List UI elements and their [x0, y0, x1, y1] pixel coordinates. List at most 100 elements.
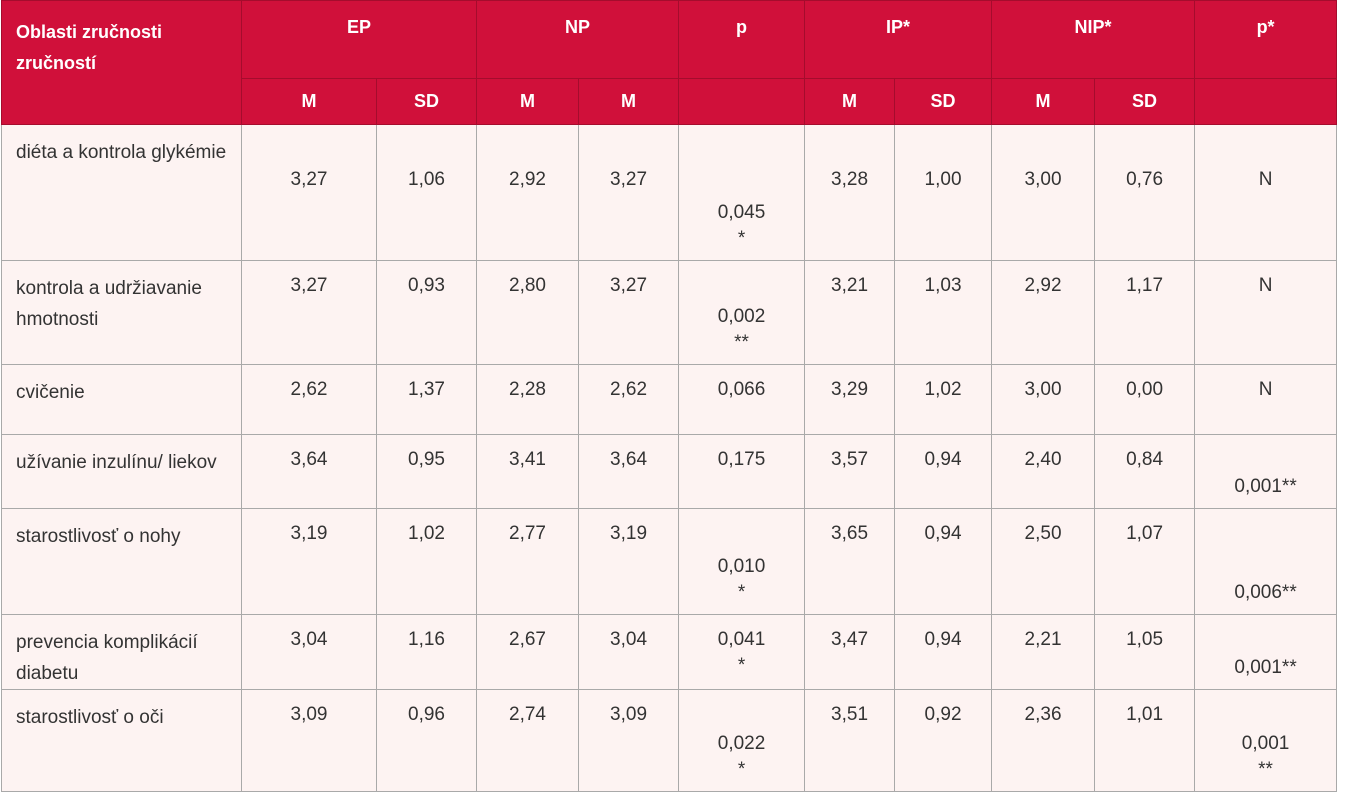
cell: 0,001**	[1194, 434, 1338, 509]
group-header: IP*	[804, 0, 993, 79]
cell: 0,92	[894, 689, 993, 792]
cell: 0,76	[1094, 124, 1196, 261]
cell: 1,06	[375, 124, 478, 261]
table-row: diéta a kontrola glykémie 3,27 1,06 2,92 3,2…	[1, 124, 1338, 261]
cell: 0,001 **	[1194, 689, 1338, 792]
cell: 2,92	[991, 260, 1096, 365]
cell-line: **	[1258, 759, 1273, 780]
group-header: NIP*	[991, 0, 1196, 79]
cell: 1,16	[375, 614, 478, 690]
cell: 0,94	[894, 434, 993, 509]
cell-line: 0,045	[717, 202, 766, 223]
cell: 3,64	[578, 434, 680, 509]
cell: 2,92	[476, 124, 580, 261]
cell: 1,07	[1094, 508, 1196, 615]
cell: 2,62	[578, 364, 680, 435]
cell-line: *	[737, 759, 746, 780]
cell: 3,27	[241, 124, 377, 261]
cell: 1,01	[1094, 689, 1196, 792]
cell: 3,29	[804, 364, 896, 435]
cell: 3,04	[241, 614, 377, 690]
table-row: prevencia komplikácií diabetu 3,04 1,16 2,6…	[1, 614, 1338, 690]
sub-header-empty	[1194, 78, 1338, 125]
table-row: užívanie inzulínu/ liekov 3,64 0,95 3,41 3,6…	[1, 434, 1338, 509]
row-label: diéta a kontrola glykémie	[1, 124, 242, 261]
cell: 3,27	[241, 260, 377, 365]
sub-header-empty	[678, 78, 806, 125]
table-row: cvičenie 2,62 1,37 2,28 2,62 0,066 3,29 1,02 3,0…	[1, 364, 1338, 435]
sub-header: SD	[1094, 78, 1196, 125]
row-label: cvičenie	[1, 364, 242, 435]
sub-header: M	[578, 78, 680, 125]
cell: 0,94	[894, 508, 993, 615]
cell: 1,03	[894, 260, 993, 365]
cell-line: 0,001	[1241, 733, 1290, 754]
cell: 3,19	[578, 508, 680, 615]
cell: 3,47	[804, 614, 896, 690]
cell: 3,57	[804, 434, 896, 509]
cell: 2,40	[991, 434, 1096, 509]
cell: 0,95	[375, 434, 478, 509]
cell: 2,62	[241, 364, 377, 435]
cell-line: *	[737, 582, 746, 603]
cell: 3,41	[476, 434, 580, 509]
cell-line: *	[737, 655, 746, 676]
cell-line: 0,022	[717, 733, 766, 754]
cell: 1,02	[894, 364, 993, 435]
table-row: kontrola a udržiavanie hmotnosti 3,27 0,93…	[1, 260, 1338, 365]
cell: 3,00	[991, 124, 1096, 261]
cell-line: **	[734, 332, 749, 353]
cell: 3,19	[241, 508, 377, 615]
cell: 3,51	[804, 689, 896, 792]
cell: N	[1194, 124, 1338, 261]
cell: 3,09	[578, 689, 680, 792]
cell: 2,77	[476, 508, 580, 615]
cell: 2,21	[991, 614, 1096, 690]
cell-line: 0,041	[717, 629, 766, 650]
cell: 3,28	[804, 124, 896, 261]
cell: 0,175	[678, 434, 806, 509]
group-header: EP	[240, 0, 478, 79]
cell: 0,010 *	[678, 508, 806, 615]
row-label: prevencia komplikácií diabetu	[1, 614, 242, 690]
sub-header: M	[476, 78, 580, 125]
cell: 1,05	[1094, 614, 1196, 690]
cell: N	[1194, 364, 1338, 435]
cell: 2,28	[476, 364, 580, 435]
sub-header: M	[991, 78, 1096, 125]
cell: 3,27	[578, 124, 680, 261]
group-header: p	[678, 0, 806, 79]
cell-line: *	[737, 228, 746, 249]
cell: 3,65	[804, 508, 896, 615]
row-label: starostlivosť o nohy	[1, 508, 242, 615]
row-label: užívanie inzulínu/ liekov	[1, 434, 242, 509]
sub-header: SD	[894, 78, 993, 125]
cell: 0,93	[375, 260, 478, 365]
cell: 0,00	[1094, 364, 1196, 435]
cell-line: 0,010	[717, 556, 766, 577]
row-label: starostlivosť o oči	[1, 689, 242, 792]
cell: 1,37	[375, 364, 478, 435]
corner-header: Oblasti zručnosti zručností	[1, 0, 242, 125]
cell: 2,80	[476, 260, 580, 365]
cell: 0,006**	[1194, 508, 1338, 615]
table-row: starostlivosť o nohy 3,19 1,02 2,77 3,19 0,01…	[1, 508, 1338, 615]
sub-header: M	[241, 78, 377, 125]
cell: 2,50	[991, 508, 1096, 615]
cell: 2,74	[476, 689, 580, 792]
cell: 1,00	[894, 124, 993, 261]
cell: 3,21	[804, 260, 896, 365]
cell: 0,022 *	[678, 689, 806, 792]
cell: 0,066	[678, 364, 806, 435]
cell: N	[1194, 260, 1338, 365]
cell: 3,00	[991, 364, 1096, 435]
results-table: Oblasti zručnosti zručností EP NP p IP* NIP*…	[1, 0, 1338, 792]
cell: 3,64	[241, 434, 377, 509]
cell: 0,045 *	[678, 124, 806, 261]
cell: 0,94	[894, 614, 993, 690]
cell-line: 0,002	[717, 306, 766, 327]
cell: 0,001**	[1194, 614, 1338, 690]
cell: 0,84	[1094, 434, 1196, 509]
sub-header: SD	[375, 78, 478, 125]
